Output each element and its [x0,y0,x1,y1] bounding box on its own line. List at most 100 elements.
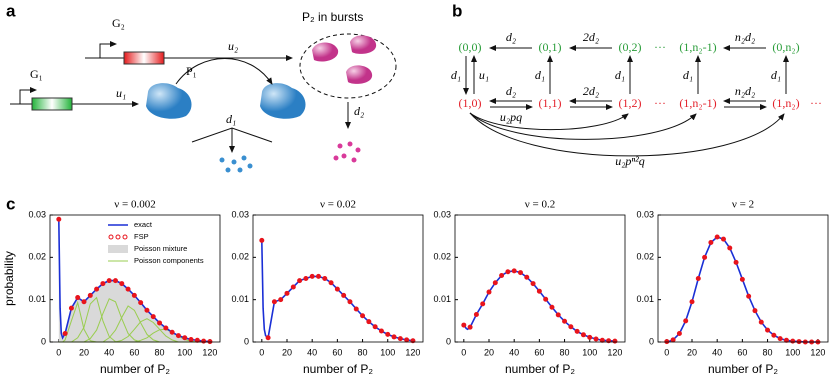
state: (0,0) [459,40,482,54]
marker [505,269,511,275]
marker [259,237,265,243]
rate-label: u₂pⁿ²q [615,154,645,168]
x-tick-label: 120 [810,347,825,357]
x-tick-label: 60 [332,347,342,357]
marker [169,329,175,335]
marker [150,314,156,320]
panel-label: c [6,194,15,213]
line [261,240,414,342]
x-tick-label: 60 [129,347,139,357]
marker [580,332,586,338]
marker [714,234,720,240]
marker [265,335,271,341]
plot-frame [657,214,829,343]
ellipsis: ··· [810,96,822,110]
marker [138,300,144,306]
rate-label: d₁ [451,68,461,82]
marker [461,322,467,328]
line [58,219,210,343]
x-tick-label: 40 [104,347,114,357]
rate-label: u₁ [479,68,489,82]
marker [391,334,397,340]
marker [683,318,689,324]
plot-frame [252,214,424,343]
marker [752,308,758,314]
protein [260,83,306,119]
marker [593,336,599,342]
x-tick-label: 120 [405,347,420,357]
rate-label: d₁ [226,112,236,126]
legend-label: exact [134,220,153,229]
arrow [175,58,273,85]
rate-label: n₂d₂ [735,30,755,44]
rate-label: 2d₂ [583,30,599,44]
marker [68,305,74,311]
x-axis-label: number of P₂ [505,362,575,376]
rate-label: d₁ [535,68,545,82]
panel-label: a [6,1,16,20]
y-tick-label: 0.03 [231,209,249,219]
rate-label: d₂ [354,104,364,118]
protein-label: P₁ [186,64,197,78]
state: (1,1) [539,96,562,110]
marker [524,274,530,280]
marker [81,299,87,305]
marker [492,280,498,286]
marker [188,336,194,342]
marker [157,320,163,326]
marker [347,299,353,305]
line [463,270,615,342]
marker [397,336,403,342]
legend-marker [108,234,114,240]
marker [790,338,796,344]
gene-label: G₁ [30,67,43,81]
marker [568,324,574,330]
x-tick-label: 20 [79,347,89,357]
gene-diagram: G₂ G₁ u₁ u₂ P₁ d₁ P₂ in bursts d₂ [10,10,397,173]
x-tick-label: 100 [177,347,192,357]
x-tick-label: 20 [484,347,494,357]
x-tick-label: 40 [712,347,722,357]
state: (0,1) [539,40,562,54]
x-tick-label: 0 [664,347,669,357]
rate-label: u₁ [116,86,126,100]
marker [100,281,106,287]
marker [562,318,568,324]
marker [175,333,181,339]
line [666,236,818,343]
monomers [219,155,253,173]
y-tick-label: 0.01 [433,294,451,304]
x-axis-label: number of P₂ [100,362,170,376]
marker [303,276,309,281]
marker [271,299,277,305]
rate-label: u₂pq [500,110,522,124]
gene-label: G₂ [112,16,125,30]
state: (1,0) [459,96,482,110]
rate-label: u₂ [228,39,238,53]
rate-label: d₁ [683,68,693,82]
burst [346,65,373,84]
marker [727,245,733,251]
ellipsis: ··· [654,96,666,110]
y-tick-label: 0.03 [636,209,654,219]
marker [278,297,284,303]
y-tick-label: 0.03 [433,209,451,219]
marker [119,281,125,287]
x-tick-label: 20 [687,347,697,357]
marker [341,292,347,298]
x-tick-label: 0 [461,347,466,357]
marker [94,286,100,292]
x-axis-label: number of P₂ [708,362,778,376]
legend-swatch [108,245,128,253]
chart-title: ν = 0.02 [320,199,356,211]
marker [555,312,561,318]
jump-arrow [469,112,697,140]
y-tick-label: 0 [446,336,451,346]
rate-label: n₂d₂ [735,84,755,98]
marker [56,216,62,222]
state: (0,n₂) [772,40,799,54]
marker [543,296,549,302]
chart-title: ν = 2 [732,199,754,211]
marker [290,284,296,290]
marker [549,304,555,310]
